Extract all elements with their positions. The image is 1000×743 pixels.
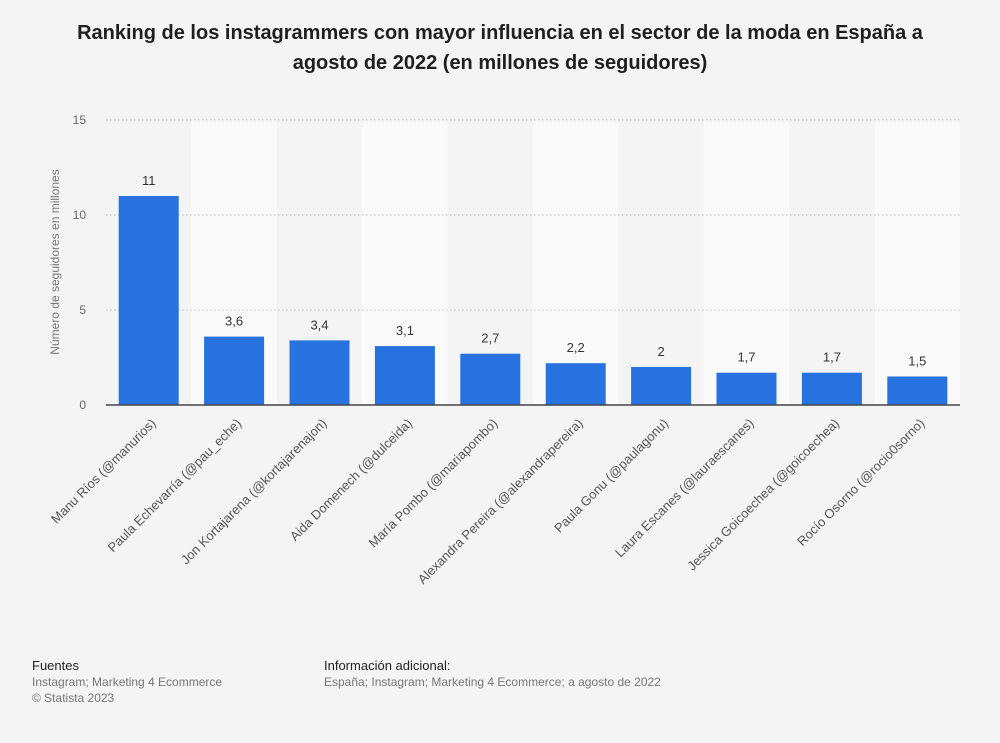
bars	[118, 196, 948, 405]
x-tick-label: Paula Echevarría (@pau_eche)	[105, 416, 245, 556]
chart-title: Ranking de los instagrammers con mayor i…	[77, 22, 923, 74]
column-stripe	[533, 120, 619, 405]
value-label: 1,5	[908, 354, 926, 369]
value-label: 3,4	[310, 317, 328, 332]
value-label: 2,7	[481, 331, 499, 346]
y-tick-labels: 0 5 10 15	[73, 113, 87, 412]
bar	[118, 196, 179, 405]
bar	[801, 372, 862, 405]
value-label: 1,7	[823, 350, 841, 365]
x-tick-label: Jon Kortajarena (@kortajarenajon)	[178, 416, 330, 568]
sources-text: Instagram; Marketing 4 Ecommerce	[32, 675, 223, 689]
column-stripe	[874, 120, 960, 405]
bar	[374, 346, 435, 405]
y-tick-label: 15	[73, 113, 87, 127]
bar	[716, 372, 777, 405]
y-axis-label: Número de seguidores en millones	[48, 169, 62, 354]
value-label: 1,7	[737, 350, 755, 365]
info-block: Información adicional: España; Instagram…	[324, 658, 661, 690]
y-tick-label: 5	[79, 303, 86, 317]
x-tick-labels: Manu Ríos (@manurios)Paula Echevarría (@…	[48, 416, 927, 587]
info-heading: Información adicional:	[324, 658, 451, 673]
value-label: 11	[142, 173, 156, 188]
y-tick-label: 10	[73, 208, 87, 222]
bar	[887, 376, 948, 405]
bar	[289, 340, 350, 405]
x-tick-label: Jessica Goicoechea (@goicoechea)	[684, 416, 842, 574]
value-label: 3,6	[225, 314, 243, 329]
y-tick-label: 0	[79, 398, 86, 412]
bar	[204, 336, 265, 405]
sources-block: Fuentes Instagram; Marketing 4 Ecommerce…	[32, 658, 222, 706]
column-stripe	[703, 120, 790, 405]
sources-heading: Fuentes	[32, 658, 79, 673]
value-label: 2,2	[567, 340, 585, 355]
x-tick-label: Alexandra Pereira (@alexandrapereira)	[415, 416, 586, 587]
value-label: 2	[657, 344, 664, 359]
bar	[460, 353, 521, 405]
value-label: 3,1	[396, 323, 414, 338]
bar	[545, 363, 606, 405]
value-labels: 11 3,6 3,4 3,1 2,7 2,2 2 1,7 1,7 1,5	[142, 173, 926, 369]
info-text: España; Instagram; Marketing 4 Ecommerce…	[324, 675, 661, 689]
copyright: © Statista 2023	[32, 691, 115, 705]
bar	[631, 367, 692, 405]
x-tick-label: Laura Escanes (@lauraescanes)	[612, 416, 757, 561]
